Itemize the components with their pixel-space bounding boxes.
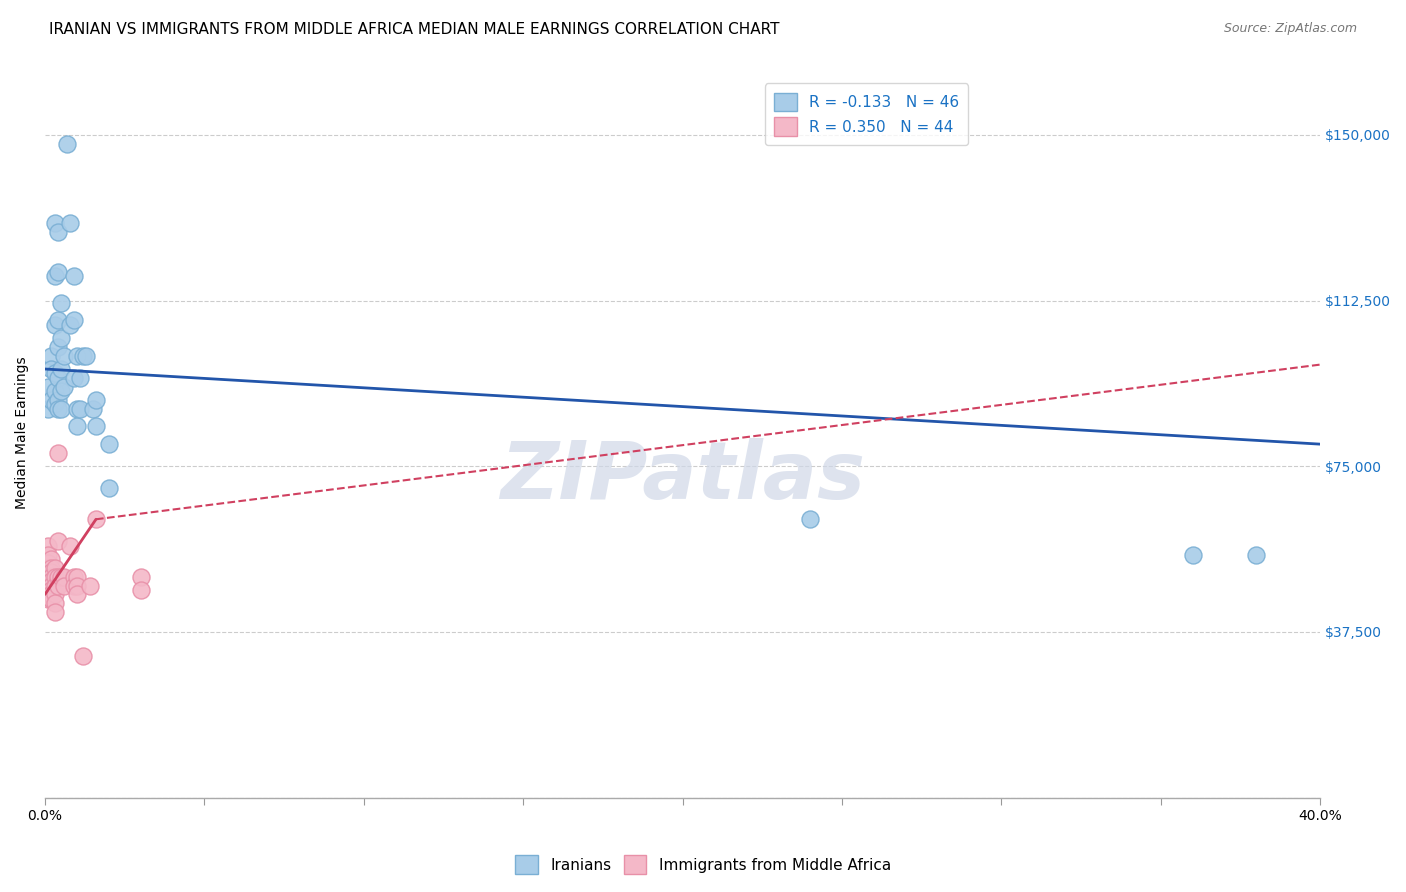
Point bbox=[37, 380, 59, 394]
Point bbox=[37, 574, 59, 588]
Point bbox=[69, 401, 91, 416]
Point bbox=[44, 605, 66, 619]
Point bbox=[49, 295, 72, 310]
Text: Source: ZipAtlas.com: Source: ZipAtlas.com bbox=[1223, 22, 1357, 36]
Point bbox=[56, 136, 79, 151]
Point bbox=[1181, 548, 1204, 562]
Point bbox=[46, 401, 69, 416]
Point bbox=[46, 570, 69, 584]
Point bbox=[97, 481, 120, 495]
Point bbox=[49, 570, 72, 584]
Legend: R = -0.133   N = 46, R = 0.350   N = 44: R = -0.133 N = 46, R = 0.350 N = 44 bbox=[765, 84, 969, 145]
Point bbox=[37, 591, 59, 606]
Point bbox=[66, 578, 89, 592]
Point bbox=[1246, 548, 1268, 562]
Point bbox=[37, 548, 59, 562]
Point bbox=[44, 384, 66, 398]
Point bbox=[59, 216, 82, 230]
Point bbox=[41, 591, 63, 606]
Point bbox=[66, 587, 89, 601]
Point bbox=[46, 371, 69, 385]
Point bbox=[44, 269, 66, 284]
Point bbox=[49, 401, 72, 416]
Point bbox=[72, 649, 94, 664]
Point bbox=[129, 570, 152, 584]
Point bbox=[129, 582, 152, 597]
Point bbox=[53, 349, 76, 363]
Point bbox=[49, 331, 72, 345]
Point bbox=[62, 578, 84, 592]
Text: IRANIAN VS IMMIGRANTS FROM MIDDLE AFRICA MEDIAN MALE EARNINGS CORRELATION CHART: IRANIAN VS IMMIGRANTS FROM MIDDLE AFRICA… bbox=[49, 22, 780, 37]
Point bbox=[46, 534, 69, 549]
Point bbox=[37, 401, 59, 416]
Point bbox=[41, 552, 63, 566]
Point bbox=[44, 578, 66, 592]
Point bbox=[69, 371, 91, 385]
Legend: Iranians, Immigrants from Middle Africa: Iranians, Immigrants from Middle Africa bbox=[509, 849, 897, 880]
Point bbox=[53, 570, 76, 584]
Point bbox=[41, 578, 63, 592]
Point bbox=[62, 313, 84, 327]
Point bbox=[41, 392, 63, 407]
Point bbox=[72, 349, 94, 363]
Point bbox=[46, 446, 69, 460]
Point bbox=[62, 570, 84, 584]
Point bbox=[46, 340, 69, 354]
Point bbox=[41, 362, 63, 376]
Point bbox=[44, 318, 66, 332]
Point bbox=[84, 419, 107, 434]
Point bbox=[53, 578, 76, 592]
Point bbox=[44, 216, 66, 230]
Point bbox=[37, 570, 59, 584]
Point bbox=[44, 397, 66, 411]
Point bbox=[46, 313, 69, 327]
Point bbox=[62, 269, 84, 284]
Point bbox=[46, 225, 69, 239]
Point bbox=[46, 392, 69, 407]
Point bbox=[79, 578, 101, 592]
Point bbox=[37, 582, 59, 597]
Point bbox=[37, 557, 59, 571]
Point bbox=[41, 574, 63, 588]
Point bbox=[37, 561, 59, 575]
Point bbox=[41, 561, 63, 575]
Point bbox=[82, 401, 104, 416]
Point bbox=[46, 265, 69, 279]
Point bbox=[37, 566, 59, 580]
Point bbox=[66, 419, 89, 434]
Point bbox=[49, 384, 72, 398]
Point bbox=[41, 587, 63, 601]
Point bbox=[46, 578, 69, 592]
Point bbox=[44, 367, 66, 381]
Point bbox=[44, 596, 66, 610]
Y-axis label: Median Male Earnings: Median Male Earnings bbox=[15, 357, 30, 509]
Point bbox=[75, 349, 97, 363]
Point bbox=[84, 512, 107, 526]
Point bbox=[37, 578, 59, 592]
Point bbox=[59, 539, 82, 553]
Point bbox=[41, 349, 63, 363]
Point bbox=[84, 392, 107, 407]
Point bbox=[97, 437, 120, 451]
Point bbox=[41, 582, 63, 597]
Point bbox=[44, 561, 66, 575]
Point bbox=[44, 570, 66, 584]
Point bbox=[62, 371, 84, 385]
Point bbox=[59, 318, 82, 332]
Point bbox=[49, 362, 72, 376]
Point bbox=[41, 570, 63, 584]
Point bbox=[37, 587, 59, 601]
Point bbox=[37, 539, 59, 553]
Text: ZIPatlas: ZIPatlas bbox=[501, 438, 865, 516]
Point bbox=[66, 349, 89, 363]
Point bbox=[799, 512, 821, 526]
Point bbox=[66, 401, 89, 416]
Point bbox=[53, 380, 76, 394]
Point bbox=[66, 570, 89, 584]
Point bbox=[41, 566, 63, 580]
Point bbox=[44, 587, 66, 601]
